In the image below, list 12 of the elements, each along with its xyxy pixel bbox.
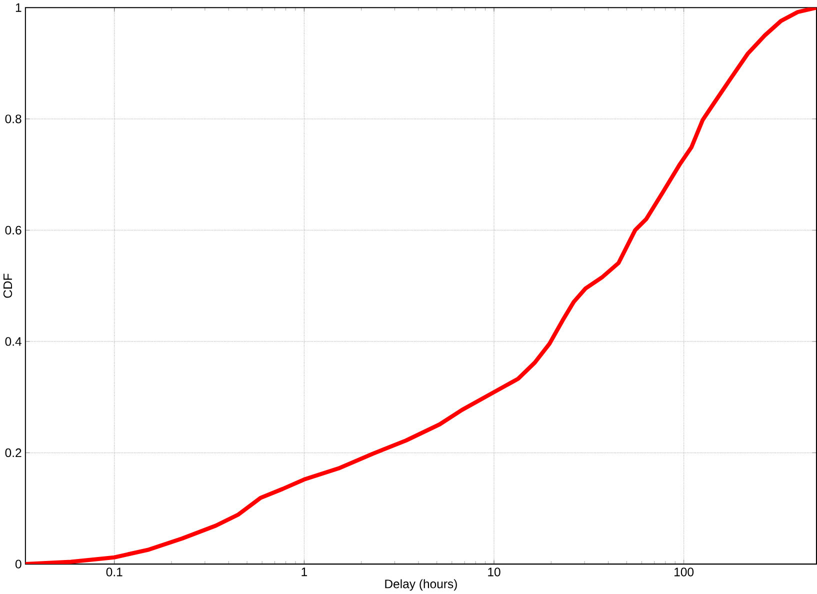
x-tick-label: 1	[302, 568, 307, 576]
x-tick-label: 100	[674, 568, 694, 576]
y-tick-label: 0.8	[5, 114, 22, 124]
y-tick-label: 0	[15, 560, 22, 568]
y-axis-title: CDF	[3, 274, 12, 298]
x-tick-label: 10	[488, 568, 500, 576]
y-tick-label: 0.2	[5, 448, 22, 458]
y-tick-label: 1	[16, 3, 22, 12]
y-tick-label: 0.4	[5, 337, 22, 346]
x-tick-label: 0.1	[106, 568, 122, 576]
x-axis-title: Delay (hours)	[385, 579, 457, 591]
y-tick-label: 0.6	[5, 226, 22, 234]
